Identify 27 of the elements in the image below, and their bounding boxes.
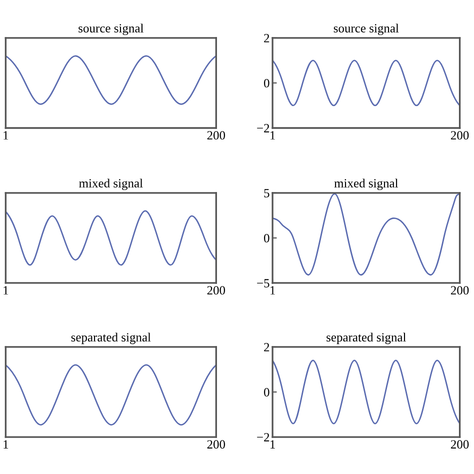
y-tick-label: −2: [257, 124, 270, 132]
x-tick-label: 200: [450, 286, 469, 295]
x-tick-label: 1: [4, 440, 8, 448]
y-tick-label: 2: [264, 34, 270, 42]
x-tick-label: 200: [450, 131, 469, 140]
chart-title: mixed signal: [79, 178, 143, 190]
chart-title: source signal: [334, 24, 399, 36]
y-tick-label: 2: [264, 343, 270, 352]
y-tick-label: 0: [264, 78, 270, 88]
x-tick-label: 1: [4, 131, 8, 140]
y-tick-label: 5: [264, 189, 270, 198]
chart-title: mixed signal: [334, 178, 398, 190]
x-tick-label: 1: [270, 440, 275, 448]
y-tick-label: −5: [257, 279, 270, 288]
y-tick-label: 0: [264, 388, 270, 396]
x-tick-label: 1: [4, 286, 8, 294]
x-tick-label: 1: [270, 131, 275, 140]
x-tick-label: 200: [450, 440, 469, 449]
chart-title: source signal: [78, 24, 144, 36]
y-tick-label: 0: [264, 234, 270, 242]
x-tick-label: 200: [207, 131, 226, 140]
y-tick-label: −2: [257, 433, 270, 442]
chart-title: separated signal: [326, 332, 406, 344]
x-tick-label: 200: [207, 440, 226, 449]
chart-title: separated signal: [71, 332, 151, 344]
x-tick-label: 200: [207, 286, 226, 295]
x-tick-label: 1: [270, 286, 275, 294]
